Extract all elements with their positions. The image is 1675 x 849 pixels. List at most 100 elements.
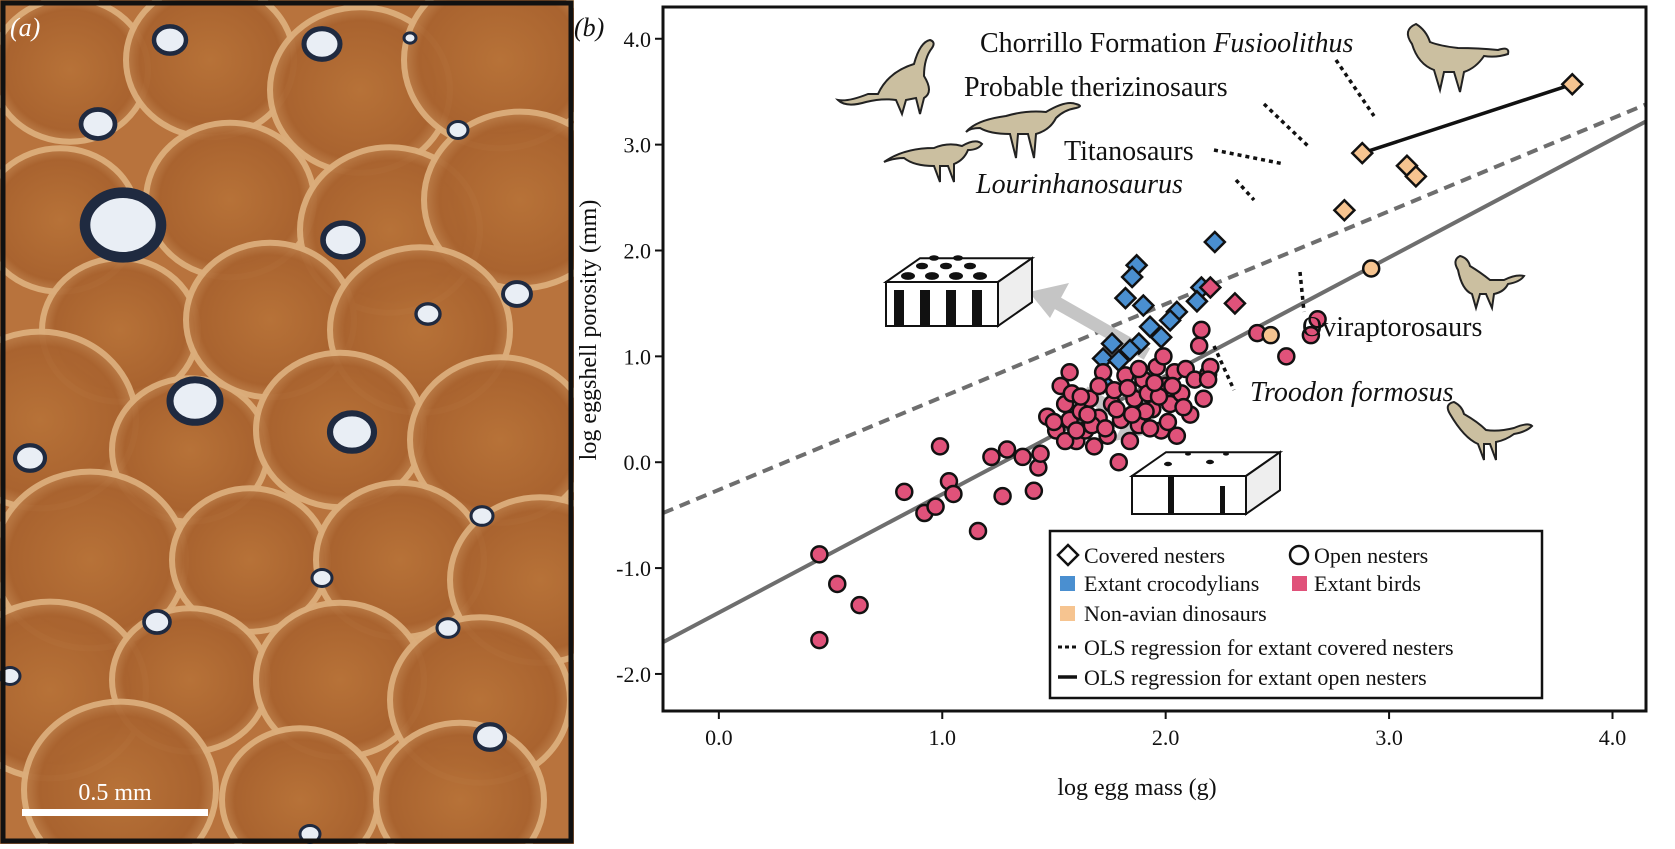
data-point-circle: [982, 447, 1001, 467]
y-tick-label: 2.0: [624, 238, 652, 263]
data-point-circle: [997, 440, 1017, 459]
x-axis-ticks: 0.0 1.0 2.0 3.0 4.0: [705, 711, 1626, 750]
legend-item-open-regression: OLS regression for extant open nesters: [1058, 665, 1427, 690]
y-tick-label: 3.0: [624, 133, 652, 158]
pore-canal: [469, 505, 495, 527]
data-point-circle: [1145, 373, 1164, 393]
data-point-circle: [1122, 405, 1142, 424]
orange-square-icon: [1060, 606, 1075, 621]
legend-item-open-nesters: Open nesters: [1288, 543, 1428, 568]
data-point-circle: [944, 484, 963, 504]
leader-titanosaurs: [1213, 148, 1285, 166]
data-point-diamond: [1158, 308, 1182, 333]
data-point-diamond: [1223, 291, 1247, 316]
data-point-diamond: [1100, 331, 1124, 356]
arrow-up-head: [1029, 283, 1069, 318]
y-tick-label: 4.0: [624, 27, 652, 52]
x-tick-label: 2.0: [1152, 725, 1180, 750]
leader-troodon: [1212, 345, 1236, 391]
open-diamond-icon: [1056, 543, 1080, 567]
data-point-circle: [1129, 359, 1149, 379]
x-tick-label: 0.0: [705, 725, 733, 750]
porosity-chart: (b) Chorrillo Formation Fusioolithus Pro…: [574, 0, 1675, 844]
data-point-circle: [810, 545, 829, 564]
data-point-circle: [1118, 378, 1137, 398]
y-tick-label: -2.0: [616, 662, 651, 687]
data-point-diamond: [1203, 230, 1227, 254]
data-point-circle: [850, 595, 869, 615]
y-tick-label: 1.0: [624, 344, 652, 369]
annotation-lourinhanosaurus: Lourinhanosaurus: [975, 169, 1183, 200]
micrograph-image: (a) 0.5 mm: [0, 0, 633, 849]
pore-canal: [414, 302, 442, 326]
connecting-segments: [1361, 82, 1573, 155]
data-point-diamond: [1127, 331, 1151, 356]
pore-canal: [446, 120, 470, 140]
pore-canal: [151, 24, 189, 56]
annotation-chorrillo: Chorrillo Formation Fusioolithus: [980, 28, 1353, 59]
data-point-circle: [1174, 397, 1193, 417]
annotation-oviraptorosaurs: Oviraptorosaurs: [1302, 312, 1482, 343]
annotation-leader-lines: [1212, 59, 1376, 391]
data-point-circle: [1107, 400, 1126, 419]
data-point-circle: [930, 437, 950, 456]
data-point-circle: [1067, 421, 1086, 440]
data-point-circle: [926, 497, 945, 516]
lourinhanosaurus-silhouette: [883, 140, 984, 183]
pore-canal: [310, 568, 334, 588]
data-point-circle: [1261, 325, 1280, 345]
data-point-circle: [1140, 419, 1160, 438]
micrograph-panel: (a) 0.5 mm: [0, 0, 633, 849]
data-point-circle: [1084, 437, 1104, 456]
data-point-circle: [1163, 376, 1182, 396]
svg-text:Open nesters: Open nesters: [1314, 543, 1428, 568]
plot-frame: [661, 5, 1648, 713]
pore-canal: [402, 31, 418, 45]
scale-bar-label: 0.5 mm: [78, 780, 152, 806]
y-axis-ticks: -2.0 -1.0 0.0 1.0 2.0 3.0 4.0: [616, 27, 663, 687]
data-point-circle: [1167, 426, 1187, 446]
data-point-diamond: [1404, 164, 1428, 189]
data-point-circle: [1071, 387, 1091, 406]
legend-item-dinosaurs: Non-avian dinosaurs: [1060, 601, 1267, 626]
annotation-titanosaurs: Titanosaurs: [1064, 136, 1194, 167]
pore-canal: [78, 107, 118, 141]
regression-line: [663, 102, 1646, 515]
data-point-circle: [1078, 405, 1097, 424]
data-point-circle: [1154, 347, 1173, 366]
x-tick-label: 1.0: [929, 725, 957, 750]
data-point-circle: [1060, 362, 1079, 382]
leader-chorrillo: [1334, 59, 1376, 117]
svg-text:Covered nesters: Covered nesters: [1084, 543, 1225, 568]
data-point-circle: [1055, 431, 1075, 451]
data-point-circle: [1361, 259, 1381, 278]
shell-unit: [219, 725, 381, 849]
pore-canal: [472, 722, 508, 752]
pore-canal: [501, 280, 533, 308]
svg-text:OLS regression for extant open: OLS regression for extant open nesters: [1084, 665, 1427, 690]
data-point-diamond: [1131, 293, 1156, 318]
data-point-diamond: [1350, 141, 1375, 165]
troodon-silhouette: [1446, 400, 1534, 461]
panel-b-label: (b): [574, 13, 604, 42]
data-point-circle: [810, 630, 829, 650]
svg-text:Extant birds: Extant birds: [1314, 571, 1421, 596]
data-point-circle: [1109, 452, 1129, 472]
leader-oviraptorosaurs: [1298, 271, 1306, 313]
pore-canal: [12, 443, 48, 473]
pore-canal: [320, 220, 366, 260]
pore-canal: [79, 187, 167, 263]
data-point-circle: [1089, 376, 1108, 396]
legend-item-birds: Extant birds: [1292, 571, 1421, 596]
data-point-circle: [1044, 412, 1064, 432]
legend-item-covered-nesters: Covered nesters: [1056, 543, 1225, 568]
therizinosaur-silhouette: [834, 38, 935, 117]
annotation-troodon: Troodon formosus: [1250, 377, 1454, 408]
x-tick-label: 3.0: [1375, 725, 1403, 750]
data-point-circle: [1308, 310, 1327, 329]
eggshell-block-illustrations: [882, 255, 1284, 516]
shell-unit: [21, 698, 219, 849]
data-point-diamond: [1113, 286, 1138, 310]
data-point-circle: [1096, 419, 1115, 438]
pore-canals: [0, 24, 533, 844]
